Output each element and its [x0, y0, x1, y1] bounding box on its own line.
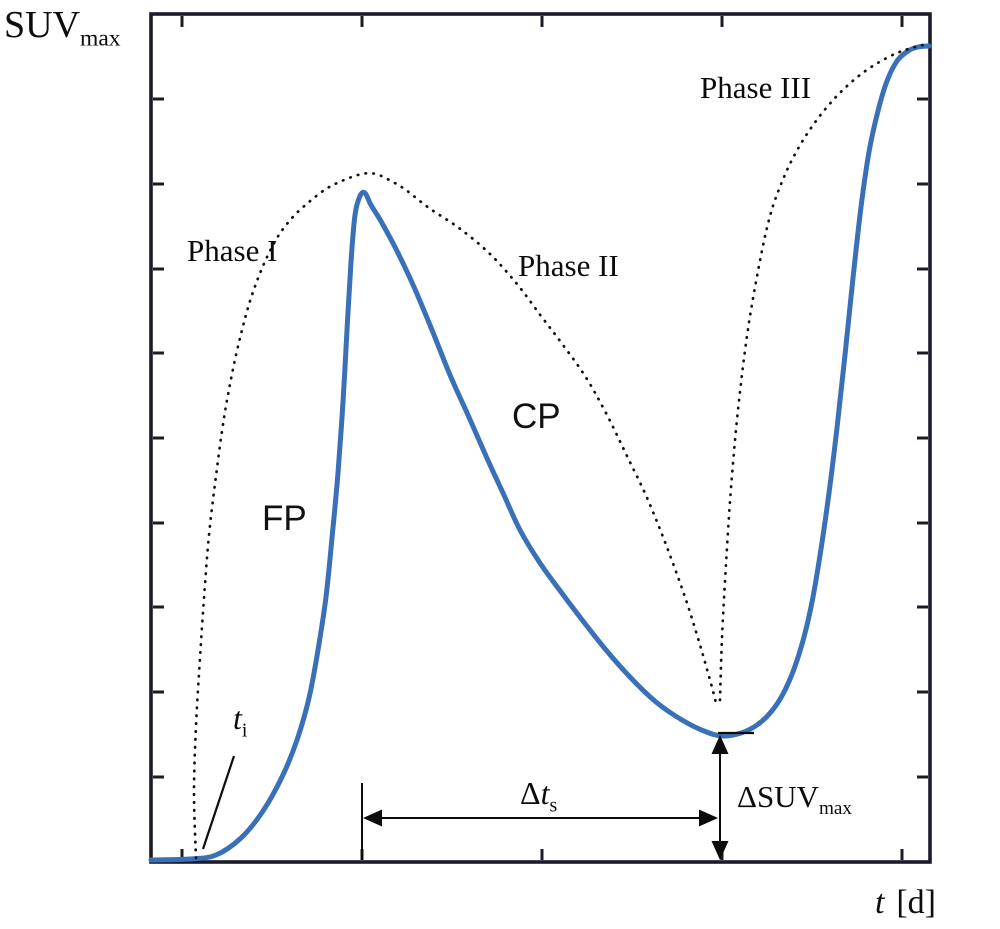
suvmax-time-course-curve	[148, 43, 932, 863]
ti-label-sub: i	[241, 719, 248, 742]
phase-3-label: Phase III	[700, 70, 812, 105]
x-axis-label-main: t	[875, 884, 885, 921]
ts-arrowhead-right	[699, 809, 718, 827]
phase-1-2-envelope-dotted-curve	[192, 171, 718, 860]
plot-frame	[149, 12, 932, 864]
x-axis-label-unit: [d]	[896, 884, 936, 921]
phase-1-label: Phase I	[187, 233, 278, 268]
cp-label: CP	[512, 397, 561, 436]
delta-ts-sub: s	[549, 794, 558, 817]
delta-suvmax-sub: max	[818, 798, 853, 820]
delta-suvmax-main: SUV	[756, 779, 819, 814]
delta-ts-label: Δts	[520, 775, 557, 815]
dsuv-arrowhead-bottom	[711, 841, 729, 860]
y-axis-label-sub: max	[80, 25, 121, 52]
phase-2-label: Phase II	[518, 248, 619, 283]
ts-arrowhead-left	[363, 809, 382, 827]
ti-label-main: t	[233, 700, 242, 736]
dsuv-arrowhead-top	[711, 735, 729, 754]
y-axis-label: SUVmax	[4, 4, 121, 50]
ti-label: ti	[233, 700, 247, 740]
ti-pointer-line	[201, 755, 236, 850]
y-axis-label-main: SUV	[4, 4, 81, 46]
fp-label: FP	[262, 499, 307, 538]
delta-ts-main: t	[540, 775, 550, 811]
x-axis-label: t [d]	[875, 886, 936, 920]
delta-suvmax-delta: Δ	[737, 779, 757, 814]
delta-ts-delta: Δ	[520, 775, 541, 811]
delta-suvmax-label: ΔSUVmax	[737, 779, 852, 818]
phase-3-envelope-dotted-curve	[718, 42, 929, 702]
